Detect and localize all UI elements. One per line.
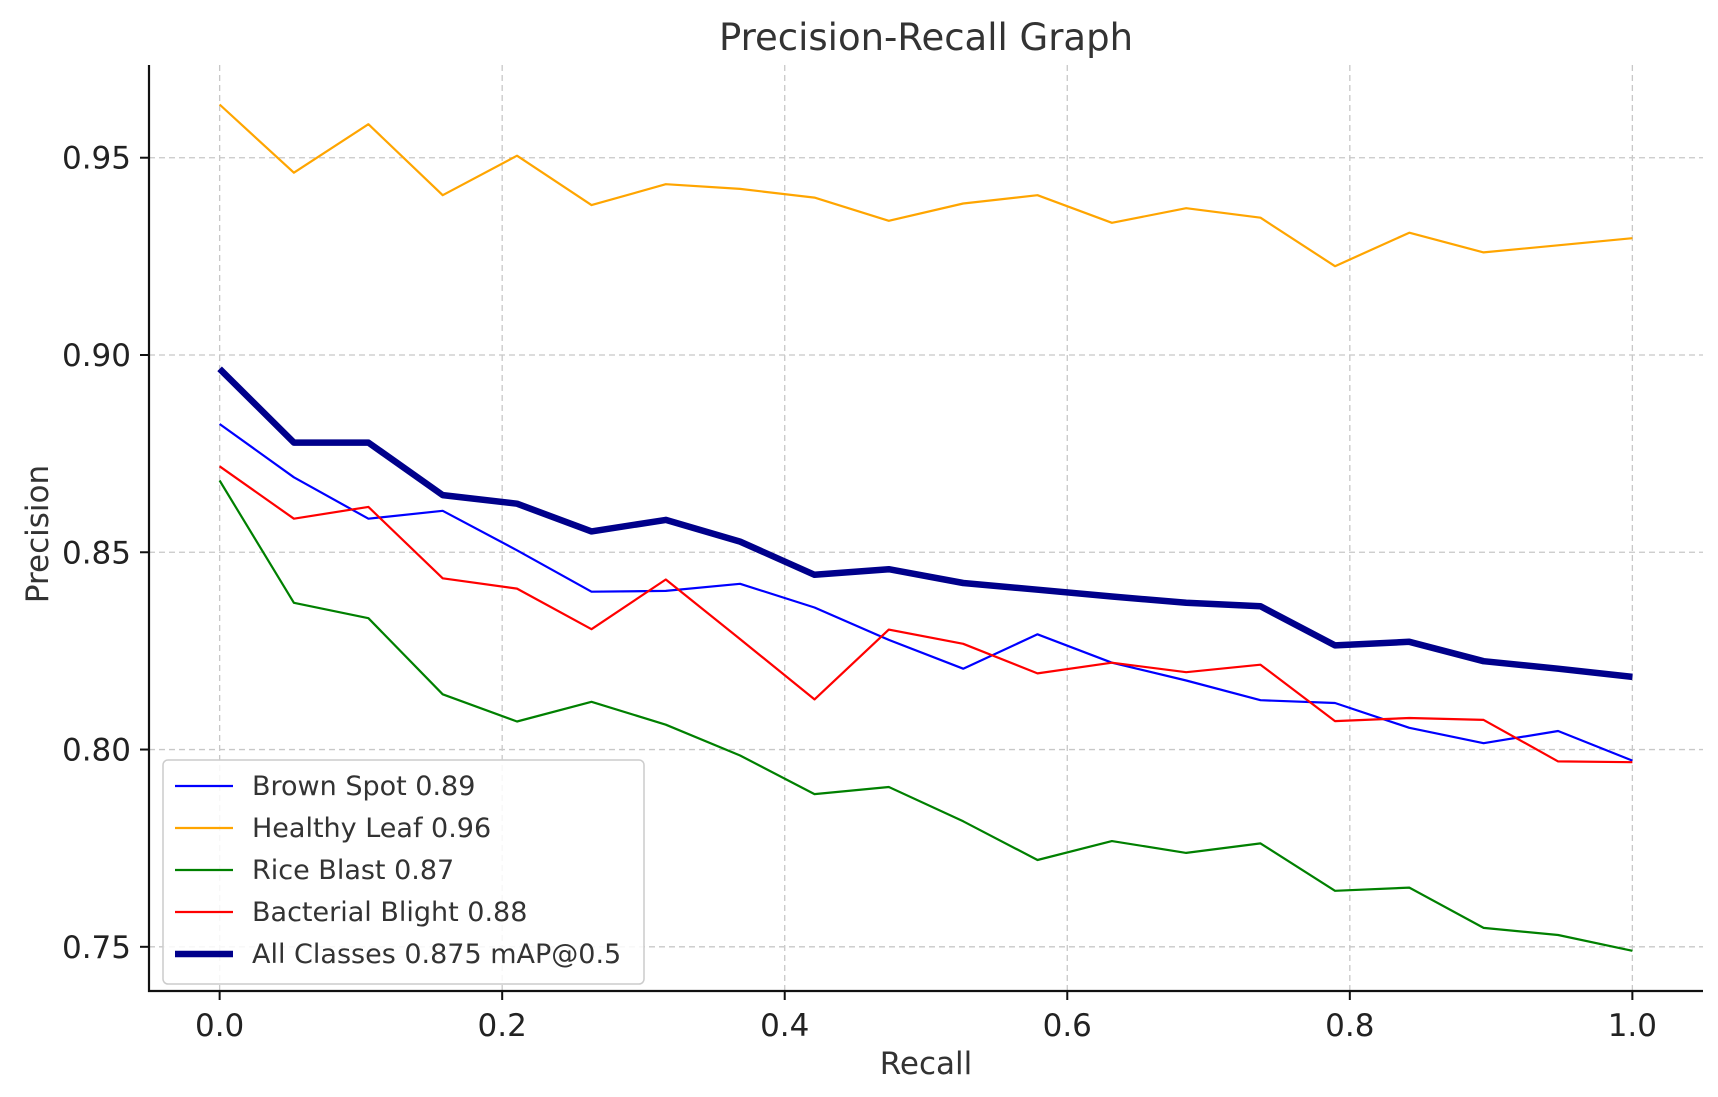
y-axis-label: Precision [20,465,56,603]
legend-label: Rice Blast 0.87 [252,855,454,886]
x-axis-label: Recall [880,1046,973,1082]
legend-label: Bacterial Blight 0.88 [252,897,527,928]
axes: 0.0 0.2 0.4 0.6 0.8 1.0 0.75 0.80 0.85 0.90 0.95 [62,65,1703,1044]
series-line-1 [218,103,1633,268]
x-tick-label: 0.0 [195,1008,244,1044]
grid-lines [149,65,1703,991]
x-tick-label: 0.8 [1325,1008,1374,1044]
series-lines [217,103,1633,952]
legend-box [162,759,645,985]
axis-spines [147,65,1703,993]
y-tick-label: 0.85 [62,535,131,571]
x-tick-label: 0.6 [1043,1008,1092,1044]
series-line-0 [218,423,1633,762]
y-tick-label: 0.75 [62,930,131,966]
y-tick-label: 0.95 [62,141,131,177]
y-tick-label: 0.80 [62,733,131,769]
y-tick-label: 0.90 [62,338,131,374]
x-tick-label: 0.4 [760,1008,809,1044]
series-line-2 [218,479,1633,952]
x-tick-label: 1.0 [1608,1008,1657,1044]
legend-label: All Classes 0.875 mAP@0.5 [252,939,621,970]
legend: Brown Spot 0.89 Healthy Leaf 0.96 Rice Bla… [162,759,645,985]
series-line-3 [218,465,1633,764]
chart-title: Precision-Recall Graph [719,16,1133,59]
x-tick-label: 0.2 [478,1008,527,1044]
series-line-4 [217,366,1633,681]
legend-label: Healthy Leaf 0.96 [252,813,491,844]
legend-label: Brown Spot 0.89 [252,771,475,802]
